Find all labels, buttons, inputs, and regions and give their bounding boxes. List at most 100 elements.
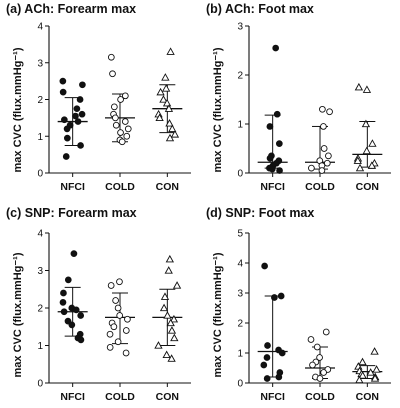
data-point (118, 138, 126, 146)
data-point (355, 163, 365, 172)
data-point (68, 321, 76, 329)
data-point (271, 294, 278, 301)
data-point (72, 112, 79, 120)
data-point (121, 92, 129, 100)
panel-c-category-label: COLD (105, 391, 135, 403)
data-point (263, 375, 271, 382)
data-point (109, 70, 116, 78)
panel-c-ytick-label: 3 (37, 266, 43, 277)
data-point (165, 133, 175, 142)
panel-c-title: (c) SNP: Forearm max (6, 206, 137, 220)
data-point (63, 125, 71, 133)
panel-a-series-nfci (57, 77, 88, 160)
data-point (278, 349, 286, 357)
data-point (70, 250, 78, 257)
panel-b-series-cold (305, 105, 335, 174)
data-point (159, 95, 168, 103)
data-point (323, 159, 331, 167)
data-point (358, 357, 367, 366)
data-point (172, 281, 182, 289)
panel-b-series-nfci (257, 44, 288, 174)
data-point (160, 292, 170, 300)
data-point (107, 282, 115, 289)
data-point (112, 297, 119, 304)
data-point (358, 371, 367, 379)
data-point (116, 278, 123, 286)
panel-d-category-label: NFCI (260, 391, 285, 403)
panel-c-ylabel: max CVC (flux.mmHg⁻¹) (12, 252, 24, 377)
data-point (320, 145, 328, 152)
data-point (354, 82, 364, 91)
data-point (263, 354, 271, 361)
data-point (77, 336, 85, 344)
data-point (275, 140, 283, 147)
panel-d-ytick-label: 4 (237, 259, 243, 270)
data-point (72, 306, 80, 314)
panel-c: (c) SNP: Forearm max max CVC (flux.mmHg⁻… (6, 206, 191, 403)
data-point (60, 289, 67, 297)
data-point (168, 124, 177, 133)
panel-d-series-cold (305, 328, 335, 382)
data-point (362, 85, 372, 93)
data-point (167, 326, 177, 334)
data-point (272, 44, 280, 52)
panel-d-ytick-label: 2 (237, 319, 243, 330)
data-point (308, 164, 315, 172)
panel-d-plot: 0 1 2 3 4 5 NFCI COLD CON (237, 229, 391, 403)
panel-a-category-label: CON (156, 181, 179, 193)
data-point (268, 165, 276, 173)
panel-c-series-nfci (57, 250, 88, 344)
panel-b-ytick-label: 0 (237, 169, 243, 180)
panel-b-ytick-label: 3 (237, 22, 243, 33)
data-point (124, 125, 132, 133)
panel-a-series-cold (105, 53, 135, 146)
panel-d-title: (d) SNP: Foot max (206, 206, 314, 220)
panel-a-ytick-label: 1 (37, 132, 43, 143)
panel-c-category-label: CON (156, 391, 179, 403)
data-point (276, 167, 283, 174)
panel-a-title: (a) ACh: Forearm max (6, 2, 136, 16)
data-point (319, 105, 326, 113)
data-point (154, 341, 163, 349)
data-point (106, 330, 114, 338)
panel-c-category-label: NFCI (60, 391, 85, 403)
data-point (309, 361, 316, 369)
data-point (164, 104, 174, 112)
panel-d-category-label: CON (356, 391, 379, 403)
data-point (106, 344, 114, 351)
panel-b-ytick-label: 1 (237, 120, 243, 131)
data-point (167, 354, 176, 362)
panel-a-ytick-label: 4 (37, 22, 43, 33)
data-point (355, 375, 364, 384)
data-point (316, 354, 323, 361)
data-point (264, 342, 271, 349)
data-point (159, 303, 169, 312)
data-point (117, 96, 124, 103)
data-point (166, 318, 175, 327)
panel-a: (a) ACh: Forearm max max CVC (flux.mmHg⁻… (6, 2, 191, 193)
panel-b-plot: 0 1 2 3 NFCI COLD CON (237, 22, 391, 193)
data-point (155, 113, 164, 122)
panel-a-category-label: NFCI (60, 181, 85, 193)
data-point (316, 375, 324, 382)
panel-d-series-nfci (257, 262, 288, 382)
data-point (124, 315, 131, 323)
data-point (273, 110, 281, 118)
data-point (318, 167, 326, 174)
data-point (59, 88, 67, 96)
data-point (114, 304, 122, 312)
data-point (122, 327, 130, 334)
panel-d-ytick-label: 5 (237, 229, 243, 240)
data-point (325, 152, 332, 160)
data-point (275, 373, 283, 381)
data-point (162, 98, 172, 107)
data-point (59, 299, 67, 306)
panel-a-ytick-label: 0 (37, 169, 43, 180)
panel-d-ylabel: max CVC (flux.mmHg⁻¹) (212, 252, 224, 377)
data-point (170, 333, 179, 342)
panel-b: (b) ACh: Foot max max CVC (flux.mmHg⁻¹) … (206, 2, 391, 193)
data-point (76, 96, 84, 103)
data-point (122, 349, 130, 357)
panel-b-category-label: NFCI (260, 181, 285, 193)
